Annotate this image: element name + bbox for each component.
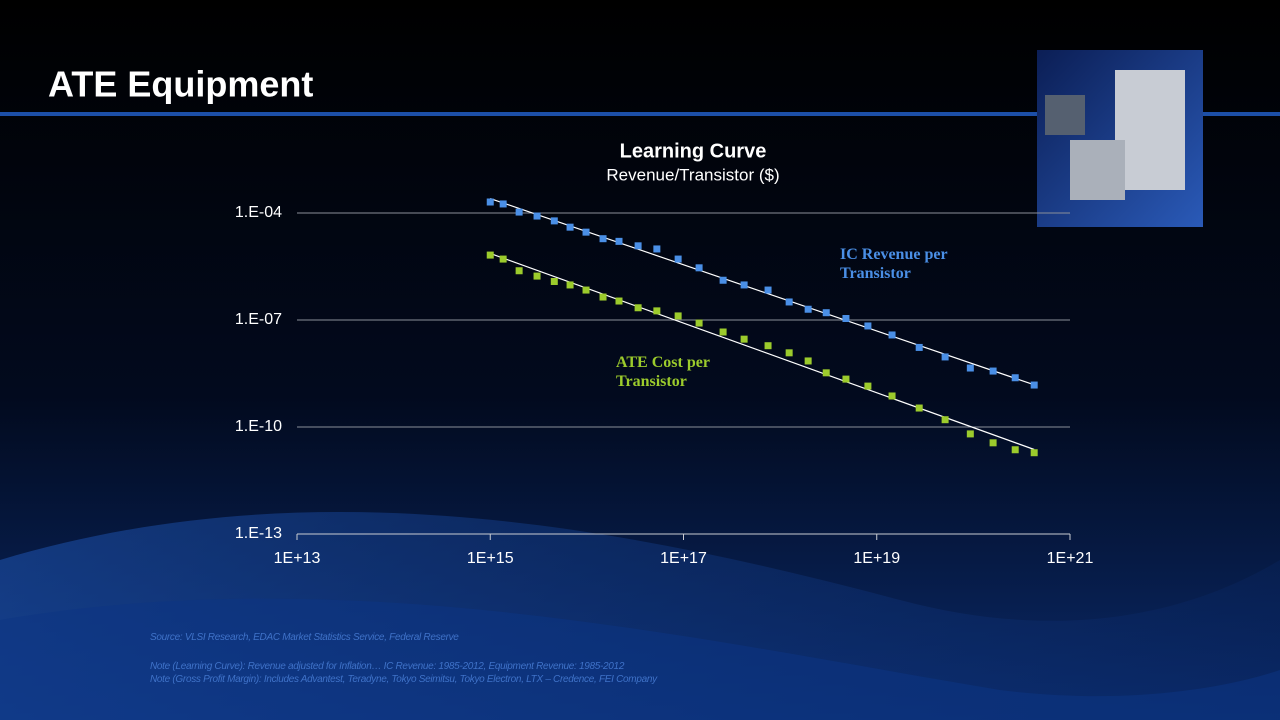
chart-title: Learning Curve xyxy=(620,140,767,162)
point xyxy=(822,369,830,377)
point xyxy=(653,307,661,315)
point xyxy=(695,264,703,272)
point xyxy=(674,312,682,320)
point xyxy=(719,276,727,284)
point xyxy=(615,297,623,305)
point xyxy=(499,255,507,263)
point xyxy=(615,237,623,245)
source: Source: VLSI Research, EDAC Market Stati… xyxy=(150,632,459,643)
point xyxy=(533,272,541,280)
slide-title: ATE Equipment xyxy=(48,64,313,105)
point xyxy=(1030,449,1038,457)
point xyxy=(915,404,923,412)
point xyxy=(515,208,523,216)
point xyxy=(533,212,541,220)
note: Note (Gross Profit Margin): Includes Adv… xyxy=(150,674,657,685)
point xyxy=(1011,374,1019,382)
point xyxy=(634,304,642,312)
point xyxy=(785,349,793,357)
title-rule xyxy=(0,112,1280,116)
point xyxy=(864,322,872,330)
chart-subtitle: Revenue/Transistor ($) xyxy=(606,165,779,184)
point xyxy=(653,245,661,253)
y-tick-label: 1.E-10 xyxy=(235,418,282,435)
x-tick-label: 1E+17 xyxy=(660,550,707,567)
point xyxy=(888,392,896,400)
y-tick-label: 1.E-04 xyxy=(235,204,282,221)
y-tick-label: 1.E-07 xyxy=(235,311,282,328)
point xyxy=(941,416,949,424)
point xyxy=(842,315,850,323)
point xyxy=(941,353,949,361)
note: Note (Learning Curve): Revenue adjusted … xyxy=(150,661,625,672)
point xyxy=(599,293,607,301)
swoosh xyxy=(0,598,1280,720)
point xyxy=(740,281,748,289)
point xyxy=(989,367,997,375)
point xyxy=(582,286,590,294)
legend-label: ATE Cost per Transistor xyxy=(616,354,710,390)
point xyxy=(915,343,923,351)
point xyxy=(695,319,703,327)
point xyxy=(764,286,772,294)
x-tick-label: 1E+21 xyxy=(1047,550,1094,567)
point xyxy=(785,298,793,306)
point xyxy=(499,200,507,208)
point xyxy=(804,357,812,365)
point xyxy=(764,342,772,350)
point xyxy=(966,430,974,438)
point xyxy=(599,235,607,243)
point xyxy=(550,217,558,225)
point xyxy=(515,267,523,275)
point xyxy=(634,242,642,250)
point xyxy=(989,439,997,447)
point xyxy=(566,223,574,231)
point xyxy=(864,382,872,390)
x-tick-label: 1E+15 xyxy=(467,550,514,567)
x-tick-label: 1E+19 xyxy=(853,550,900,567)
point xyxy=(566,281,574,289)
photo-shape xyxy=(1045,95,1085,135)
point xyxy=(674,255,682,263)
point xyxy=(740,335,748,343)
point xyxy=(582,228,590,236)
point xyxy=(486,198,494,206)
point xyxy=(1011,446,1019,454)
legend-label: IC Revenue per Transistor xyxy=(840,246,948,282)
photo-shape xyxy=(1115,70,1185,190)
point xyxy=(719,328,727,336)
photo-shape xyxy=(1070,140,1125,200)
point xyxy=(486,251,494,259)
x-tick-label: 1E+13 xyxy=(274,550,321,567)
point xyxy=(822,309,830,317)
point xyxy=(888,331,896,339)
point xyxy=(804,305,812,313)
point xyxy=(550,277,558,285)
point xyxy=(1030,381,1038,389)
point xyxy=(966,364,974,372)
point xyxy=(842,375,850,383)
y-tick-label: 1.E-13 xyxy=(235,525,282,542)
